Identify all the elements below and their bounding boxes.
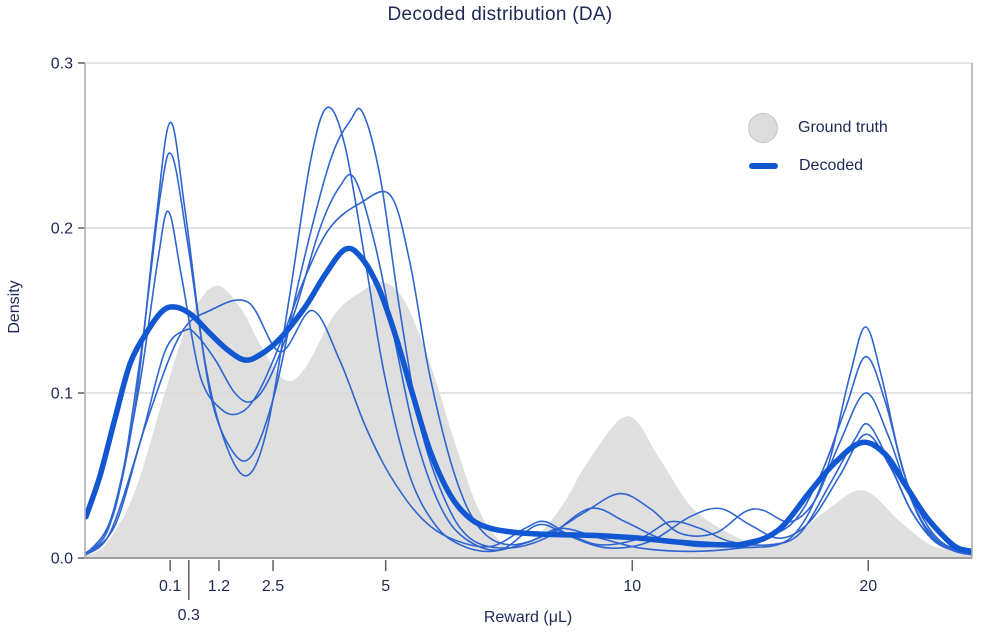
curves-group (85, 106, 972, 558)
ground-truth-area (85, 281, 972, 558)
decoded-mean-line (85, 245, 972, 555)
legend-label-decoded: Decoded (799, 157, 864, 174)
x-tick-label-0.1: 0.1 (159, 578, 181, 595)
ground-truth-swatch-icon (748, 113, 778, 143)
decoded-run-line-3 (85, 190, 972, 556)
chart-title: Decoded distribution (DA) (387, 4, 613, 25)
x-axis-label: Reward (μL) (483, 609, 573, 626)
legend: Ground truth Decoded (740, 109, 888, 185)
legend-item-decoded: Decoded (740, 147, 888, 185)
decoded-run-line-5 (85, 299, 972, 556)
x-tick-label-1.2: 1.2 (208, 578, 230, 595)
y-tick-label-0.3: 0.3 (51, 56, 73, 73)
decoded-swatch-icon (749, 163, 778, 169)
y-tick-label-0.0: 0.0 (51, 551, 73, 568)
x-tick-label-0.3: 0.3 (178, 607, 200, 624)
legend-item-ground-truth: Ground truth (740, 109, 888, 147)
y-tick-label-0.2: 0.2 (51, 221, 73, 238)
decoded-run-line-1 (85, 106, 972, 554)
y-tick-label-0.1: 0.1 (51, 386, 73, 403)
x-tick-label-20: 20 (859, 578, 877, 595)
x-tick-label-2.5: 2.5 (262, 578, 284, 595)
x-tick-label-10: 10 (623, 578, 641, 595)
legend-label-ground-truth: Ground truth (798, 119, 888, 136)
x-tick-label-5: 5 (381, 578, 390, 595)
